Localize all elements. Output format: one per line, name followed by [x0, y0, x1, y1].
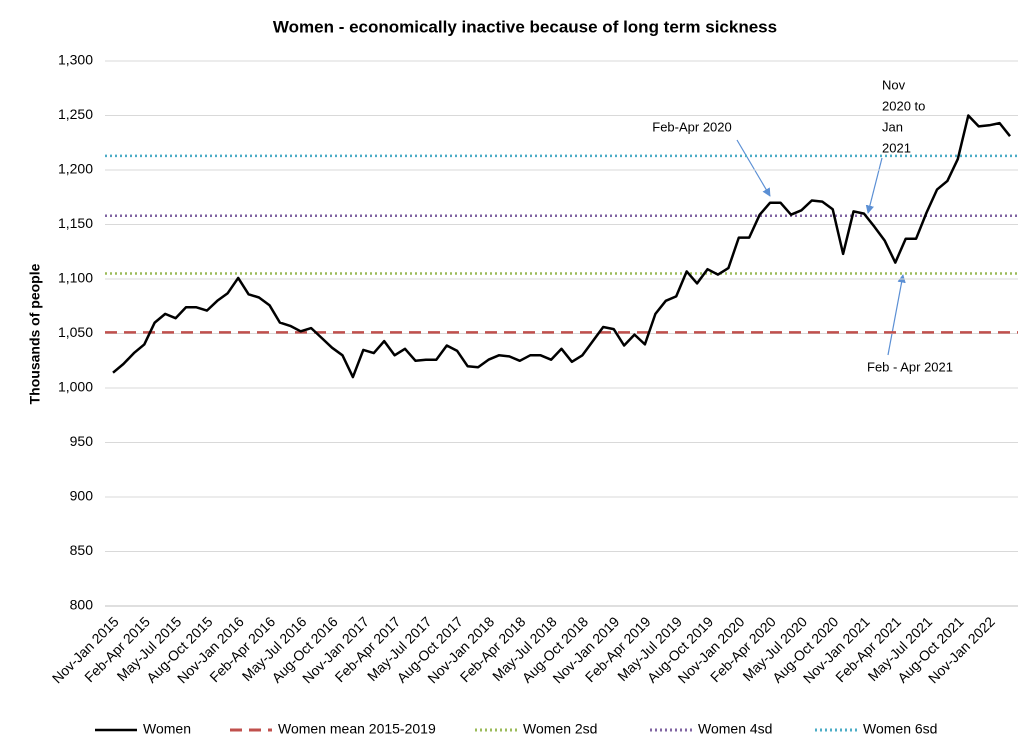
- y-tick-label: 1,300: [58, 52, 93, 68]
- annotation-arrows: [736, 139, 906, 356]
- y-tick-label: 900: [70, 488, 94, 504]
- annotation: 2020 to: [882, 98, 925, 113]
- legend-label: Women 4sd: [698, 721, 772, 737]
- annotation: 2021: [882, 140, 911, 155]
- y-tick-label: 1,100: [58, 270, 93, 286]
- arrow: [736, 139, 771, 197]
- arrow: [865, 157, 883, 214]
- y-tick-label: 1,150: [58, 215, 93, 231]
- legend-label: Women 2sd: [523, 721, 597, 737]
- y-tick-label: 1,200: [58, 161, 93, 177]
- annotation: Jan: [882, 119, 903, 134]
- annotation: Nov: [882, 77, 906, 92]
- arrow: [887, 274, 906, 356]
- y-tick-label: 1,250: [58, 106, 93, 122]
- y-tick-label: 800: [70, 597, 94, 613]
- y-tick-label: 1,050: [58, 324, 93, 340]
- y-tick-label: 950: [70, 433, 94, 449]
- legend-label: Women mean 2015-2019: [278, 721, 436, 737]
- chart-title: Women - economically inactive because of…: [273, 17, 777, 36]
- data-line: [112, 114, 1011, 379]
- annotation: Feb-Apr 2020: [652, 119, 732, 134]
- y-tick-label: 850: [70, 542, 94, 558]
- y-tick-label: 1,000: [58, 379, 93, 395]
- legend-label: Women 6sd: [863, 721, 937, 737]
- y-axis-label: Thousands of people: [27, 263, 43, 404]
- annotation: Feb - Apr 2021: [867, 359, 953, 374]
- legend-label: Women: [143, 721, 191, 737]
